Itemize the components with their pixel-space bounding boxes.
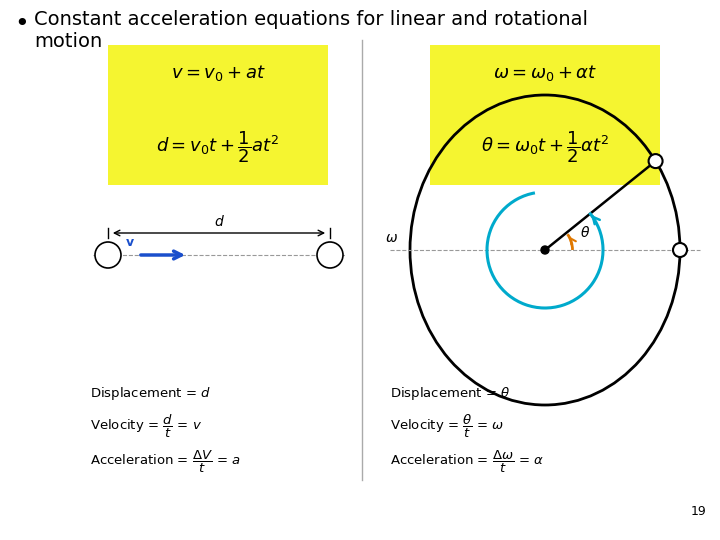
FancyBboxPatch shape xyxy=(108,45,328,185)
Text: Displacement = $\theta$: Displacement = $\theta$ xyxy=(390,385,510,402)
Circle shape xyxy=(541,246,549,254)
Text: $d = v_0t + \dfrac{1}{2}at^2$: $d = v_0t + \dfrac{1}{2}at^2$ xyxy=(156,129,280,165)
Text: $v = v_0 + at$: $v = v_0 + at$ xyxy=(171,63,266,83)
Text: •: • xyxy=(14,12,29,36)
Text: Acceleration = $\dfrac{\Delta V}{t}$ = $a$: Acceleration = $\dfrac{\Delta V}{t}$ = $… xyxy=(90,449,240,475)
Circle shape xyxy=(649,154,662,168)
Text: Acceleration = $\dfrac{\Delta\omega}{t}$ = $\alpha$: Acceleration = $\dfrac{\Delta\omega}{t}$… xyxy=(390,449,544,475)
Text: 19: 19 xyxy=(690,505,706,518)
Text: Constant acceleration equations for linear and rotational: Constant acceleration equations for line… xyxy=(34,10,588,29)
Text: Displacement = $d$: Displacement = $d$ xyxy=(90,385,211,402)
Text: $\theta$: $\theta$ xyxy=(580,225,590,240)
Text: $\bf{v}$: $\bf{v}$ xyxy=(125,236,135,249)
Circle shape xyxy=(95,242,121,268)
Text: Velocity = $\dfrac{\theta}{t}$ = $\omega$: Velocity = $\dfrac{\theta}{t}$ = $\omega… xyxy=(390,413,504,440)
Text: $\theta = \omega_0t + \dfrac{1}{2}\alpha t^2$: $\theta = \omega_0t + \dfrac{1}{2}\alpha… xyxy=(481,129,609,165)
Text: motion: motion xyxy=(34,32,102,51)
Circle shape xyxy=(317,242,343,268)
Text: Velocity = $\dfrac{d}{t}$ = $v$: Velocity = $\dfrac{d}{t}$ = $v$ xyxy=(90,413,202,440)
Text: $\omega$: $\omega$ xyxy=(385,231,398,245)
Circle shape xyxy=(673,243,687,257)
Text: $\omega = \omega_0 + \alpha t$: $\omega = \omega_0 + \alpha t$ xyxy=(492,63,597,83)
FancyBboxPatch shape xyxy=(430,45,660,185)
Text: $d$: $d$ xyxy=(214,214,225,229)
